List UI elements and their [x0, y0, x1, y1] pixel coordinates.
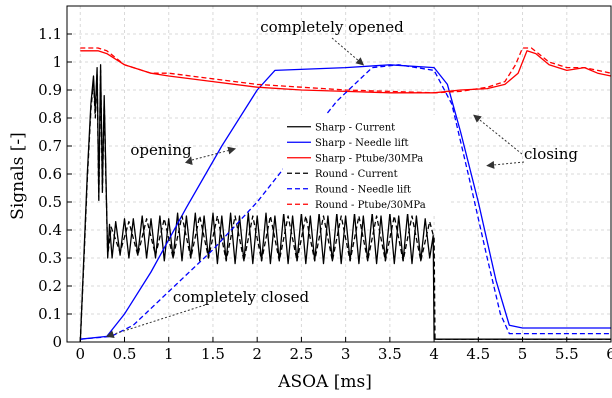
- annotation-text: opening: [130, 141, 192, 159]
- x-tick-label: 3: [341, 345, 351, 363]
- annotation-arrow: [486, 160, 525, 169]
- y-tick-label: 0.2: [38, 277, 62, 295]
- legend-label: Sharp - Current: [315, 122, 395, 133]
- legend: Sharp - Current Sharp - Needle lift Sharp …: [283, 115, 451, 214]
- x-tick-label: 0.5: [113, 345, 137, 363]
- x-tick-label: 6: [606, 345, 612, 363]
- legend-label: Round - Needle lift: [315, 184, 411, 195]
- y-tick-label: 1: [52, 53, 62, 71]
- x-tick-label: 2: [252, 345, 262, 363]
- y-tick-label: 0.3: [38, 249, 62, 267]
- x-tick-label: 0: [75, 345, 85, 363]
- y-axis-label: Signals [-]: [8, 132, 28, 220]
- legend-label: Round - Current: [315, 169, 398, 180]
- annotation-arrow: [473, 114, 523, 155]
- series-layer: [79, 47, 611, 342]
- x-tick-label: 1: [164, 345, 174, 363]
- annotation-arrow: [331, 37, 365, 66]
- series-line: [80, 64, 611, 340]
- x-tick-label: 4: [429, 345, 439, 363]
- annotation-text: completely closed: [173, 288, 310, 306]
- series-line: [79, 69, 611, 342]
- legend-label: Sharp - Needle lift: [315, 138, 409, 149]
- y-tick-label: 0.6: [38, 165, 62, 183]
- y-tick-label: 0: [52, 333, 62, 351]
- x-axis-label: ASOA [ms]: [277, 372, 372, 392]
- legend-label: Sharp - Ptube/30MPa: [315, 153, 423, 164]
- legend-box: [283, 115, 451, 214]
- legend-label: Round - Ptube/30MPa: [315, 200, 426, 211]
- y-tick-label: 0.8: [38, 109, 62, 127]
- annotation-arrow: [191, 146, 237, 161]
- series-line: [80, 47, 611, 94]
- series-line: [80, 64, 611, 340]
- annotation-text: closing: [524, 145, 578, 163]
- axis-ticks: 0 0.5 1 1.5 2 2.5 3 3.5 4 4.5 5 5.5 6 0 0.1 0.2 0.3 0.4 0.…: [38, 25, 612, 363]
- y-tick-label: 0.9: [38, 81, 62, 99]
- x-tick-label: 5: [518, 345, 528, 363]
- x-tick-label: 5.5: [555, 345, 579, 363]
- y-tick-label: 0.1: [38, 305, 62, 323]
- x-tick-label: 3.5: [378, 345, 402, 363]
- annotation-arrow: [105, 304, 206, 339]
- annotation-text: completely opened: [260, 18, 404, 36]
- x-tick-label: 4.5: [466, 345, 490, 363]
- y-tick-label: 0.7: [38, 137, 62, 155]
- annotation-arrow: [184, 156, 193, 166]
- y-tick-label: 0.4: [38, 221, 62, 239]
- series-line: [79, 64, 611, 342]
- y-tick-label: 0.5: [38, 193, 62, 211]
- annotations: completely opened opening closing completel…: [105, 18, 578, 339]
- y-tick-label: 1.1: [38, 25, 62, 43]
- x-tick-label: 1.5: [201, 345, 225, 363]
- x-tick-label: 2.5: [289, 345, 313, 363]
